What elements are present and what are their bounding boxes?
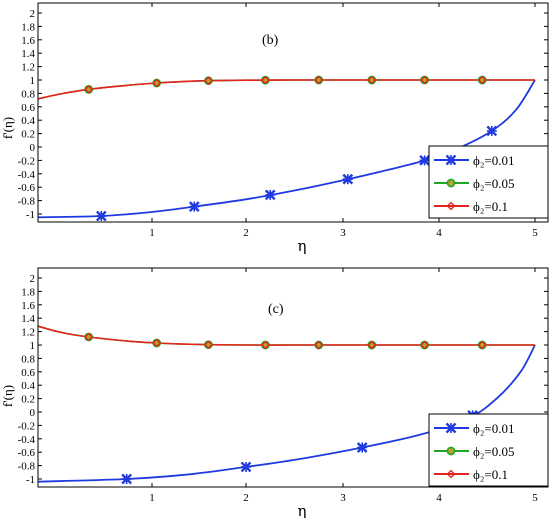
- x-tick-label: 3: [340, 492, 346, 504]
- y-tick-label: 1: [30, 75, 36, 87]
- series-line-red: [37, 325, 535, 346]
- series-line-red: [37, 79, 535, 100]
- y-tick-label: 0: [30, 407, 36, 419]
- data-point-red: [367, 75, 377, 85]
- data-point-red: [152, 78, 162, 88]
- y-tick-label: 0.4: [21, 115, 35, 127]
- y-tick-label: 0.6: [21, 367, 35, 379]
- data-point-blue: [121, 473, 133, 485]
- y-tick-label: 0.6: [21, 102, 35, 114]
- y-tick-label: -0.4: [18, 169, 36, 181]
- data-point-red: [477, 75, 487, 85]
- y-tick-label: 1.2: [21, 62, 35, 74]
- y-tick-label: 1.2: [21, 327, 35, 339]
- x-tick-label: 5: [532, 227, 538, 239]
- axes: 21.81.61.41.210.80.60.40.20-0.2-0.4-0.6-…: [18, 2, 549, 239]
- data-point-blue: [240, 461, 252, 473]
- data-point-blue: [342, 173, 354, 185]
- legend-marker-red: [446, 201, 456, 211]
- axes-frame: [37, 2, 549, 223]
- series-line-green: [37, 325, 535, 346]
- legend-marker-red: [446, 469, 456, 479]
- legend-label: ϕ₂=0.05: [473, 176, 514, 191]
- legend-label: ϕ₂=0.01: [473, 421, 514, 436]
- data-point-red: [152, 338, 162, 348]
- x-axis-label: η: [298, 237, 307, 255]
- data-point-blue: [95, 210, 107, 222]
- legend: ϕ₂=0.01 ϕ₂=0.05 ϕ₂=0.1: [428, 145, 549, 219]
- y-tick-label: 1: [30, 340, 36, 352]
- data-point-red: [204, 340, 213, 349]
- y-tick-label: 0: [30, 142, 36, 154]
- x-tick-label: 3: [340, 227, 346, 239]
- x-tick-label: 1: [149, 227, 155, 239]
- y-tick-label: -0.2: [18, 155, 35, 167]
- x-tick-label: 5: [532, 492, 538, 504]
- data-point-red: [420, 340, 429, 350]
- y-tick-label: 2: [30, 273, 36, 285]
- data-point-red: [84, 85, 93, 94]
- y-tick-label: -0.2: [18, 420, 35, 432]
- y-tick-label: 1.6: [21, 35, 35, 47]
- panel-label: (c): [268, 302, 284, 317]
- y-tick-label: -0.6: [18, 447, 36, 459]
- y-axis-label: f'(η): [0, 117, 15, 139]
- legend-label: ϕ₂=0.1: [473, 467, 508, 482]
- chart-panel-b: 21.81.61.41.210.80.60.40.20-0.2-0.4-0.6-…: [0, 2, 549, 255]
- x-axis-label: η: [298, 502, 307, 518]
- y-tick-label: 1.4: [21, 313, 35, 325]
- panel-label: (b): [262, 33, 279, 48]
- data-point-red: [261, 340, 270, 350]
- data-point-red: [84, 332, 93, 342]
- y-tick-label: 0.8: [21, 88, 35, 100]
- plot-area: [37, 325, 536, 485]
- data-point-blue: [486, 125, 498, 137]
- data-point-red: [477, 340, 487, 350]
- data-point-blue: [264, 189, 276, 201]
- y-tick-label: -0.6: [18, 182, 36, 194]
- legend-marker-green: [446, 446, 456, 456]
- data-point-red: [261, 75, 270, 85]
- y-tick-label: 1.4: [21, 48, 35, 60]
- y-tick-label: -0.8: [18, 196, 36, 208]
- y-tick-label: -0.4: [18, 434, 36, 446]
- x-tick-label: 2: [243, 492, 249, 504]
- y-tick-label: 1.6: [21, 300, 35, 312]
- legend-label: ϕ₂=0.1: [473, 199, 508, 214]
- data-point-red: [314, 75, 324, 85]
- y-tick-label: -1: [26, 474, 35, 486]
- data-point-blue: [419, 155, 430, 166]
- y-tick-label: 0.4: [21, 380, 35, 392]
- y-tick-label: -1: [26, 209, 35, 221]
- legend-marker-blue: [445, 154, 457, 166]
- y-tick-label: 0.2: [21, 129, 35, 141]
- series-line-green: [37, 79, 535, 100]
- y-tick-label: -0.8: [18, 461, 36, 473]
- legend-label: ϕ₂=0.05: [473, 444, 514, 459]
- y-tick-label: 1.8: [21, 286, 35, 298]
- chart-panel-c: 21.81.61.41.210.80.60.40.20-0.2-0.4-0.6-…: [0, 267, 549, 518]
- data-point-red: [367, 340, 377, 350]
- legend-label: ϕ₂=0.01: [473, 153, 514, 168]
- x-tick-label: 2: [243, 227, 249, 239]
- data-point-blue: [356, 442, 368, 453]
- data-point-blue: [188, 201, 200, 212]
- x-tick-label: 1: [149, 492, 155, 504]
- data-point-red: [314, 340, 324, 350]
- x-tick-label: 4: [436, 492, 442, 504]
- legend-marker-green: [446, 178, 456, 188]
- x-tick-label: 4: [436, 227, 442, 239]
- y-axis-label: f'(η): [0, 385, 15, 407]
- legend-marker-blue: [445, 422, 457, 434]
- y-tick-label: 2: [30, 8, 36, 20]
- axes-frame: [37, 267, 549, 488]
- data-point-red: [420, 75, 429, 85]
- plot-area: [37, 75, 536, 222]
- y-tick-label: 0.2: [21, 394, 35, 406]
- y-tick-label: 1.8: [21, 21, 35, 33]
- data-point-red: [204, 76, 213, 85]
- y-tick-label: 0.8: [21, 353, 35, 365]
- legend: ϕ₂=0.01 ϕ₂=0.05 ϕ₂=0.1: [428, 413, 549, 487]
